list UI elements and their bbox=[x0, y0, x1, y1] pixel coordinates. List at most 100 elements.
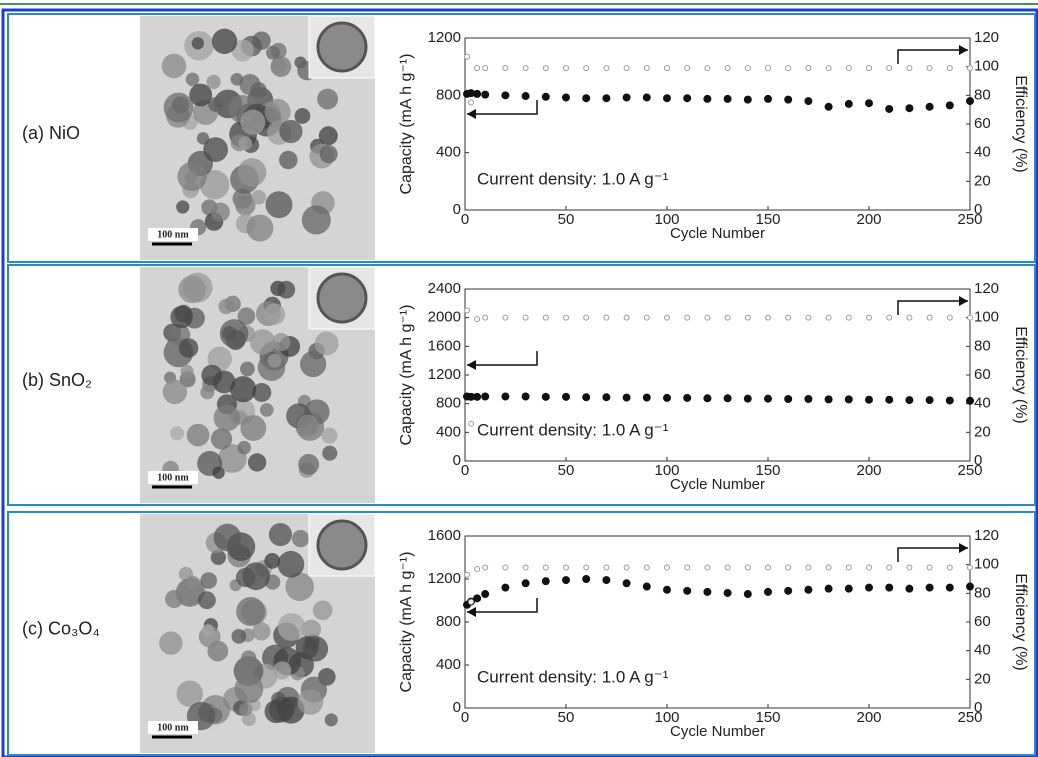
efficiency-point bbox=[887, 565, 892, 570]
capacity-point bbox=[845, 585, 852, 592]
x-tick-label: 200 bbox=[856, 211, 881, 228]
y-tick-label: 0 bbox=[453, 452, 461, 469]
capacity-point bbox=[502, 393, 509, 400]
capacity-point bbox=[825, 103, 832, 110]
particle bbox=[268, 354, 282, 368]
capacity-point bbox=[765, 395, 772, 402]
particle bbox=[265, 191, 292, 218]
particle bbox=[279, 120, 302, 143]
capacity-point bbox=[724, 395, 731, 402]
y-tick-label: 1200 bbox=[428, 366, 461, 383]
efficiency-point bbox=[685, 565, 690, 570]
capacity-point bbox=[724, 589, 731, 596]
y-tick-label: 2400 bbox=[428, 280, 461, 297]
particle bbox=[214, 405, 241, 432]
capacity-point bbox=[765, 588, 772, 595]
capacity-point bbox=[886, 396, 893, 403]
capacity-point bbox=[946, 584, 953, 591]
panel-label: (a) NiO bbox=[22, 123, 80, 143]
efficiency-point bbox=[887, 66, 892, 71]
particle bbox=[186, 576, 200, 590]
capacity-point bbox=[583, 394, 590, 401]
particle bbox=[248, 453, 266, 471]
particle bbox=[165, 590, 183, 608]
y2-tick-label: 80 bbox=[974, 86, 991, 103]
particle bbox=[321, 427, 337, 443]
efficiency-point bbox=[604, 315, 609, 320]
capacity-point bbox=[603, 577, 610, 584]
particle bbox=[240, 362, 255, 377]
capacity-point bbox=[906, 105, 913, 112]
particle bbox=[231, 73, 244, 86]
capacity-point bbox=[744, 591, 751, 598]
x-tick-label: 0 bbox=[461, 211, 469, 228]
capacity-point bbox=[502, 584, 509, 591]
y-tick-label: 1600 bbox=[428, 337, 461, 354]
particle bbox=[241, 650, 256, 665]
y2-tick-label: 60 bbox=[974, 366, 991, 383]
y2-tick-label: 80 bbox=[974, 584, 991, 601]
capacity-point bbox=[664, 586, 671, 593]
particle bbox=[177, 162, 206, 191]
efficiency-point bbox=[483, 66, 488, 71]
capacity-point bbox=[623, 394, 630, 401]
capacity-point bbox=[522, 393, 529, 400]
capacity-point bbox=[664, 95, 671, 102]
particle bbox=[187, 424, 210, 447]
particle bbox=[264, 553, 280, 569]
efficiency-point bbox=[543, 565, 548, 570]
capacity-point bbox=[684, 587, 691, 594]
efficiency-point bbox=[826, 66, 831, 71]
particle bbox=[211, 203, 230, 222]
capacity-point bbox=[967, 583, 974, 590]
y2-tick-label: 100 bbox=[974, 309, 999, 326]
particle bbox=[180, 365, 193, 378]
inset-particle bbox=[318, 274, 366, 322]
efficiency-point bbox=[766, 565, 771, 570]
capacity-point bbox=[946, 397, 953, 404]
particle bbox=[238, 158, 266, 186]
efficiency-point bbox=[665, 315, 670, 320]
particle bbox=[198, 591, 216, 609]
efficiency-point bbox=[947, 66, 952, 71]
capacity-point bbox=[482, 393, 489, 400]
y2-tick-label: 120 bbox=[974, 29, 999, 46]
y-tick-label: 1600 bbox=[428, 527, 461, 544]
x-tick-label: 0 bbox=[461, 462, 469, 479]
capacity-point bbox=[785, 587, 792, 594]
efficiency-point bbox=[705, 66, 710, 71]
capacity-point bbox=[643, 94, 650, 101]
scale-bar-label: 100 nm bbox=[157, 722, 189, 733]
y2-tick-label: 80 bbox=[974, 337, 991, 354]
capacity-point bbox=[704, 395, 711, 402]
particle bbox=[200, 385, 214, 399]
capacity-point bbox=[866, 100, 873, 107]
particle bbox=[322, 446, 337, 461]
particle bbox=[212, 467, 224, 479]
capacity-point bbox=[563, 577, 570, 584]
y2-tick-label: 120 bbox=[974, 280, 999, 297]
y2-tick-label: 60 bbox=[974, 115, 991, 132]
particle bbox=[269, 523, 292, 546]
efficiency-point bbox=[644, 315, 649, 320]
particle bbox=[250, 82, 266, 98]
capacity-point bbox=[603, 394, 610, 401]
efficiency-point bbox=[604, 66, 609, 71]
capacity-point bbox=[805, 586, 812, 593]
efficiency-point bbox=[725, 66, 730, 71]
efficiency-point bbox=[927, 66, 932, 71]
particle bbox=[178, 276, 206, 304]
capacity-point bbox=[845, 396, 852, 403]
capacity-point bbox=[623, 580, 630, 587]
y2-tick-label: 0 bbox=[974, 699, 982, 716]
efficiency-point bbox=[503, 315, 508, 320]
particle bbox=[317, 89, 338, 110]
efficiency-point bbox=[685, 66, 690, 71]
annotation: Current density: 1.0 A g⁻¹ bbox=[477, 420, 669, 439]
y2-axis-label: Efficiency (%) bbox=[1012, 75, 1029, 173]
inset-particle bbox=[318, 521, 366, 569]
capacity-point bbox=[946, 102, 953, 109]
efficiency-point bbox=[523, 66, 528, 71]
particle bbox=[296, 415, 319, 438]
efficiency-point bbox=[483, 315, 488, 320]
